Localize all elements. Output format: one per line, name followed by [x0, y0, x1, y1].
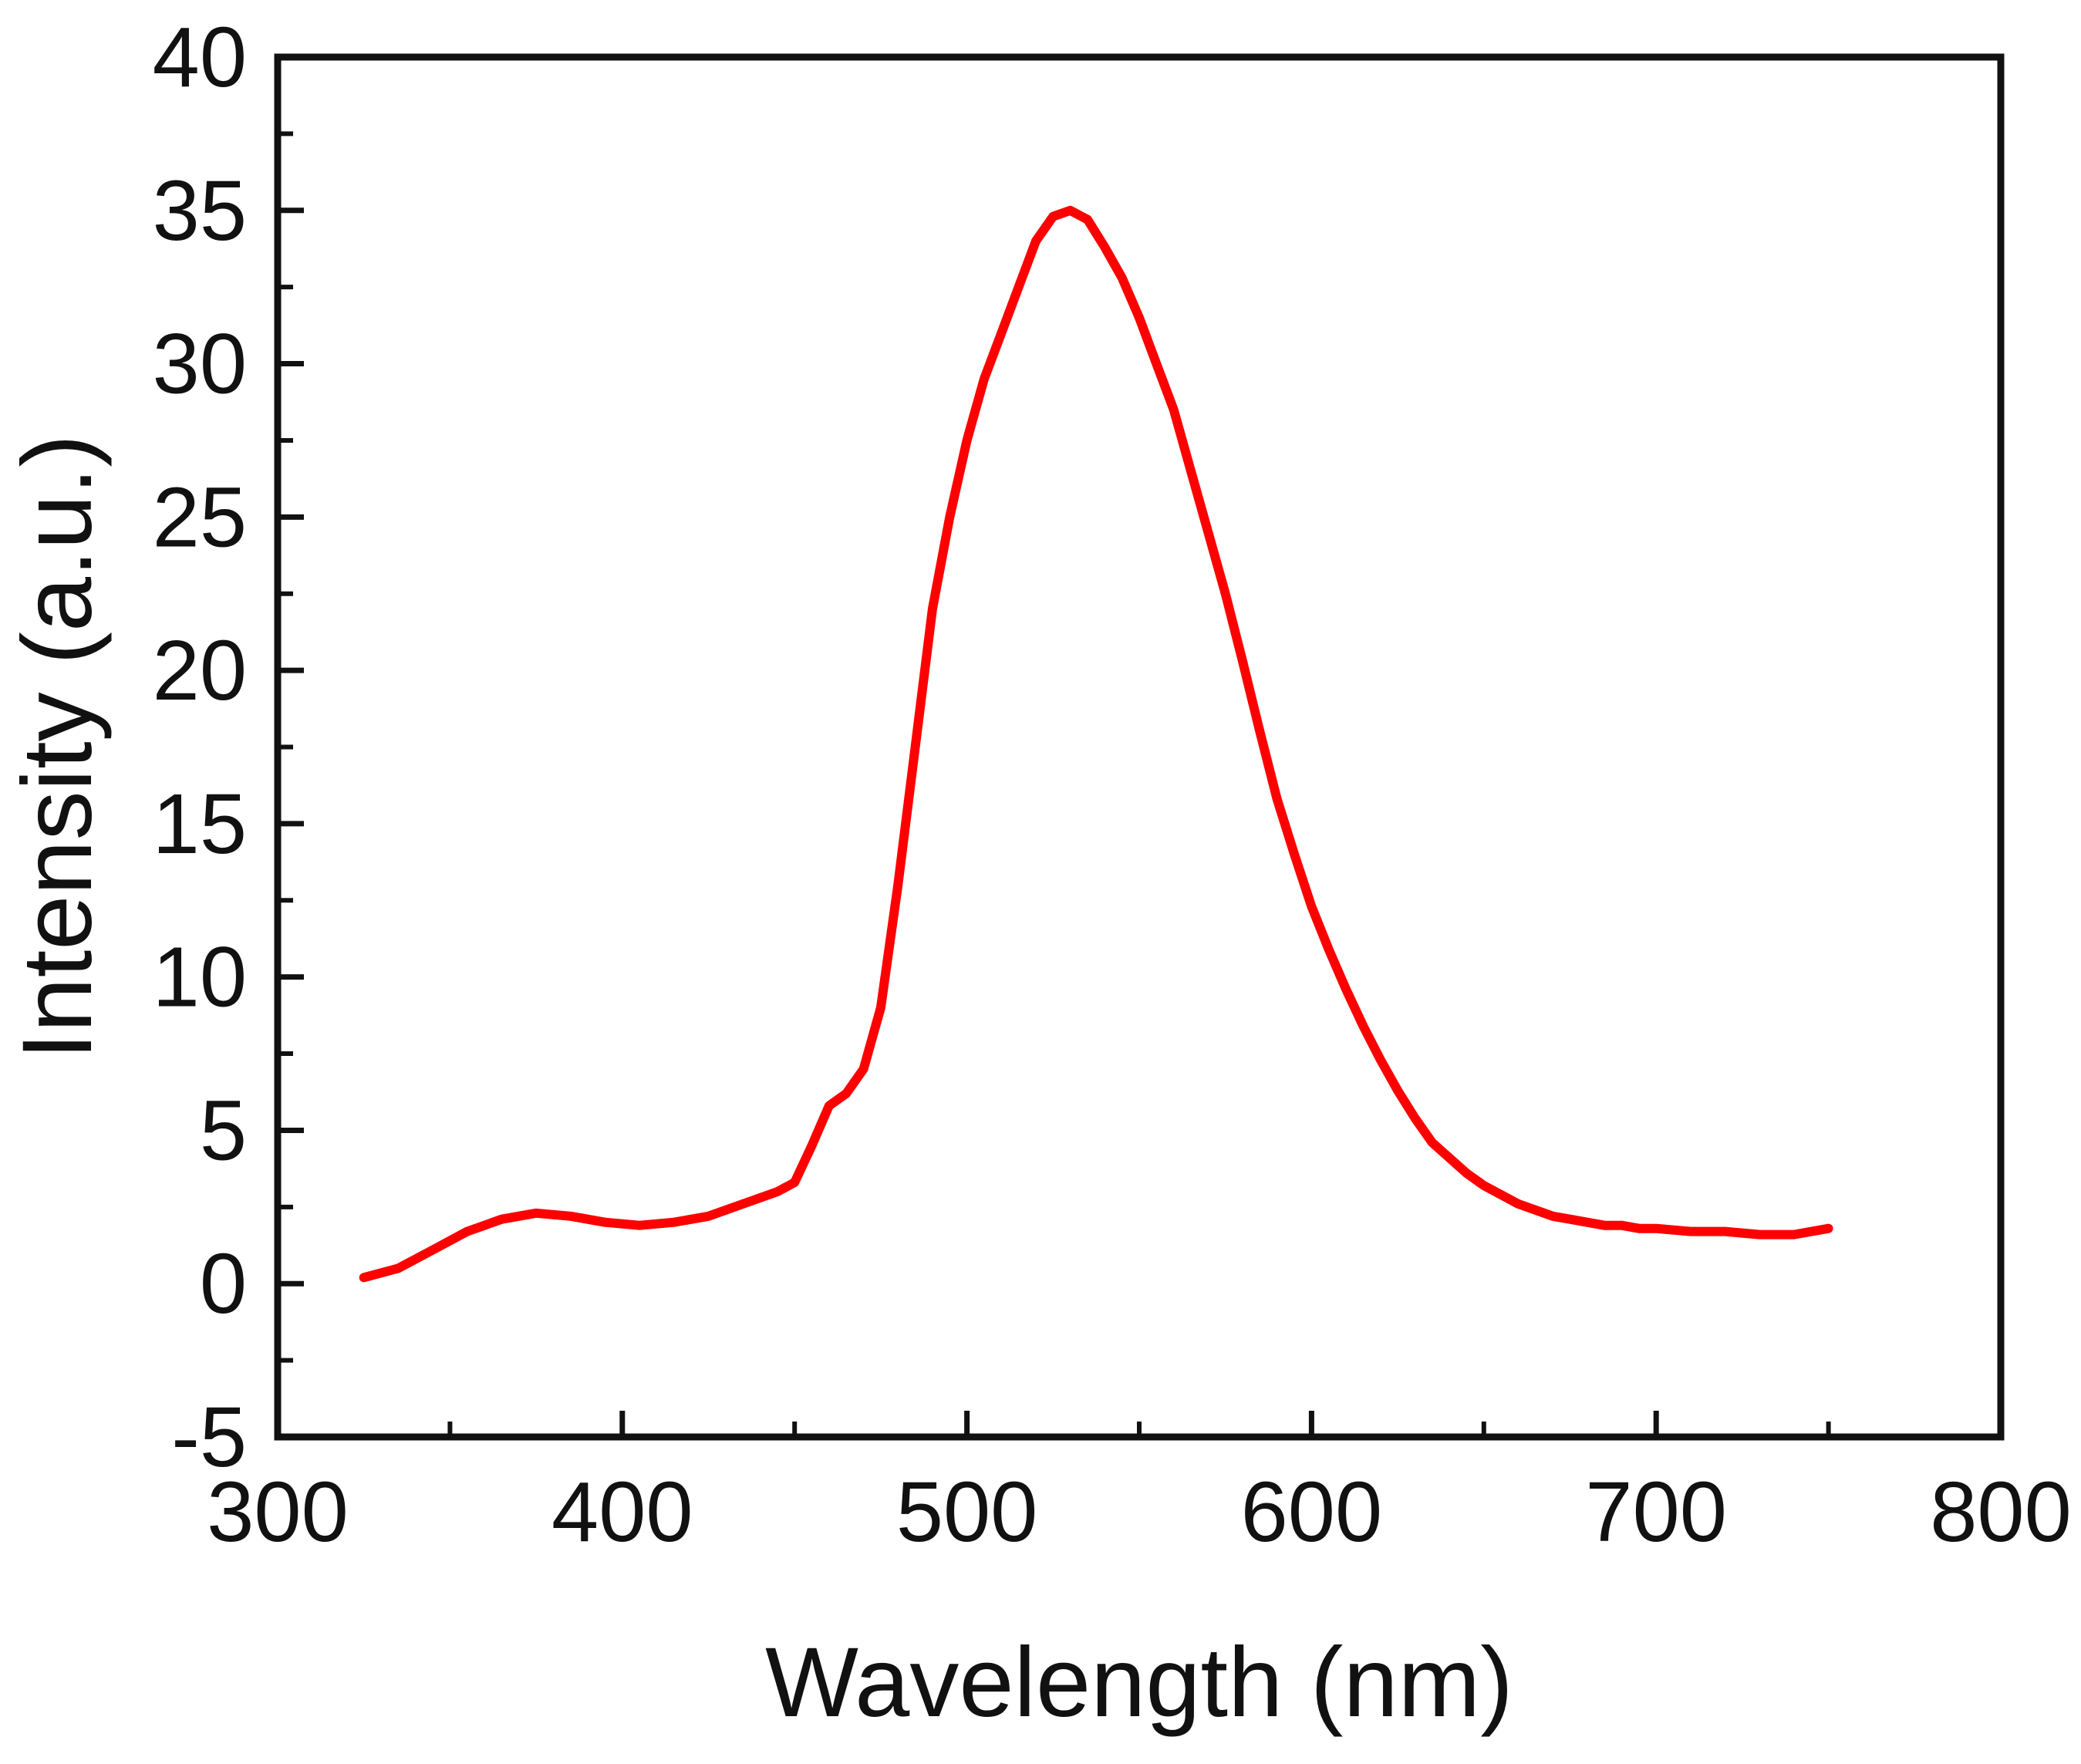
- y-tick-label: -5: [171, 1390, 247, 1485]
- y-tick-label: 35: [153, 164, 247, 258]
- plot-frame: [274, 53, 2005, 1441]
- x-tick-label: 700: [1585, 1465, 1727, 1560]
- y-axis-title: Intensity (a.u.): [2, 434, 113, 1060]
- y-tick-label: 5: [200, 1083, 247, 1178]
- x-tick-label: 400: [551, 1465, 693, 1560]
- x-tick-label: 500: [896, 1465, 1038, 1560]
- y-tick-label: 15: [153, 777, 247, 872]
- y-tick-label: 20: [153, 623, 247, 718]
- y-tick-label: 30: [153, 317, 247, 412]
- x-axis-title: Wavelength (nm): [765, 1627, 1513, 1738]
- y-tick-label: 25: [153, 470, 247, 565]
- x-tick-label: 600: [1241, 1465, 1383, 1560]
- y-tick-label: 10: [153, 930, 247, 1025]
- y-tick-label: 0: [200, 1236, 247, 1331]
- x-tick-label: 800: [1930, 1465, 2072, 1560]
- series-line-emission: [359, 205, 1833, 1283]
- x-tick-label: 300: [207, 1465, 349, 1560]
- tick-labels-layer: 300 400 500 600 700 800 -5 0 5 10 15 20 25 30 35 40: [153, 10, 2072, 1560]
- y-tick-label: 40: [153, 10, 247, 105]
